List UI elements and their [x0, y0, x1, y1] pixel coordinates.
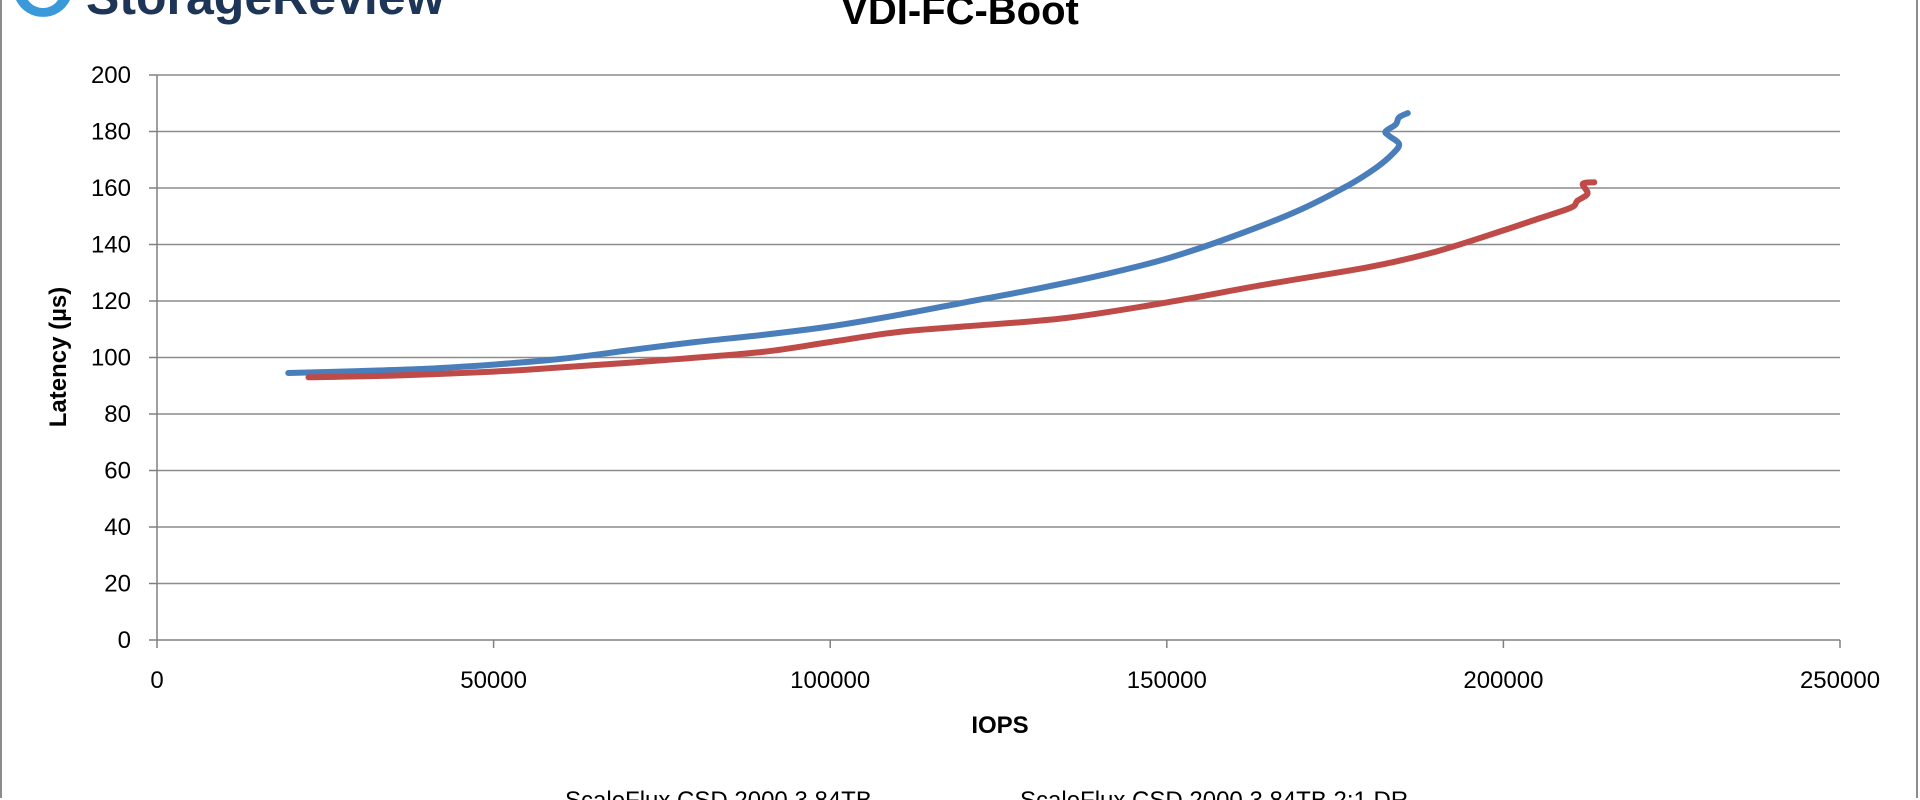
x-tick-labels: 0 50000 100000 150000 200000 250000 — [150, 667, 1880, 694]
logo-icon — [16, 0, 70, 17]
legend-label-series-1: ScaleFlux CSD 2000 3.84TB — [565, 787, 872, 800]
series-line-2 — [305, 179, 1598, 381]
x-tick-label: 200000 — [1463, 667, 1543, 694]
y-tick-label: 140 — [91, 232, 131, 259]
storagereview-logo: StorageReview — [16, 0, 445, 25]
x-tick-label: 0 — [150, 667, 163, 694]
x-tick-marks — [156, 640, 1841, 648]
x-tick-label: 100000 — [790, 667, 870, 694]
logo-text: StorageReview — [86, 0, 445, 25]
y-axis-title: Latency (µs) — [45, 287, 72, 428]
y-tick-label: 200 — [91, 62, 131, 89]
grid-lines — [149, 74, 1840, 641]
series-line-1 — [285, 110, 1411, 376]
y-tick-label: 80 — [104, 401, 131, 428]
y-tick-label: 180 — [91, 119, 131, 146]
y-tick-label: 160 — [91, 175, 131, 202]
y-tick-labels: 0 20 40 60 80 100 120 140 160 180 200 — [91, 62, 131, 654]
chart-title: VDI-FC-Boot — [841, 0, 1079, 33]
y-tick-label: 40 — [104, 514, 131, 541]
x-tick-label: 50000 — [460, 667, 527, 694]
x-axis-title: IOPS — [971, 712, 1028, 739]
y-tick-label: 100 — [91, 345, 131, 372]
y-tick-label: 0 — [118, 627, 131, 654]
legend: ScaleFlux CSD 2000 3.84TB ScaleFlux CSD … — [565, 787, 1408, 800]
x-tick-label: 250000 — [1800, 667, 1880, 694]
y-tick-label: 60 — [104, 458, 131, 485]
y-tick-label: 120 — [91, 288, 131, 315]
y-tick-label: 20 — [104, 571, 131, 598]
series-lines — [285, 110, 1598, 381]
x-tick-label: 150000 — [1127, 667, 1207, 694]
legend-label-series-2: ScaleFlux CSD 2000 3.84TB 2:1 DR — [1020, 787, 1408, 800]
